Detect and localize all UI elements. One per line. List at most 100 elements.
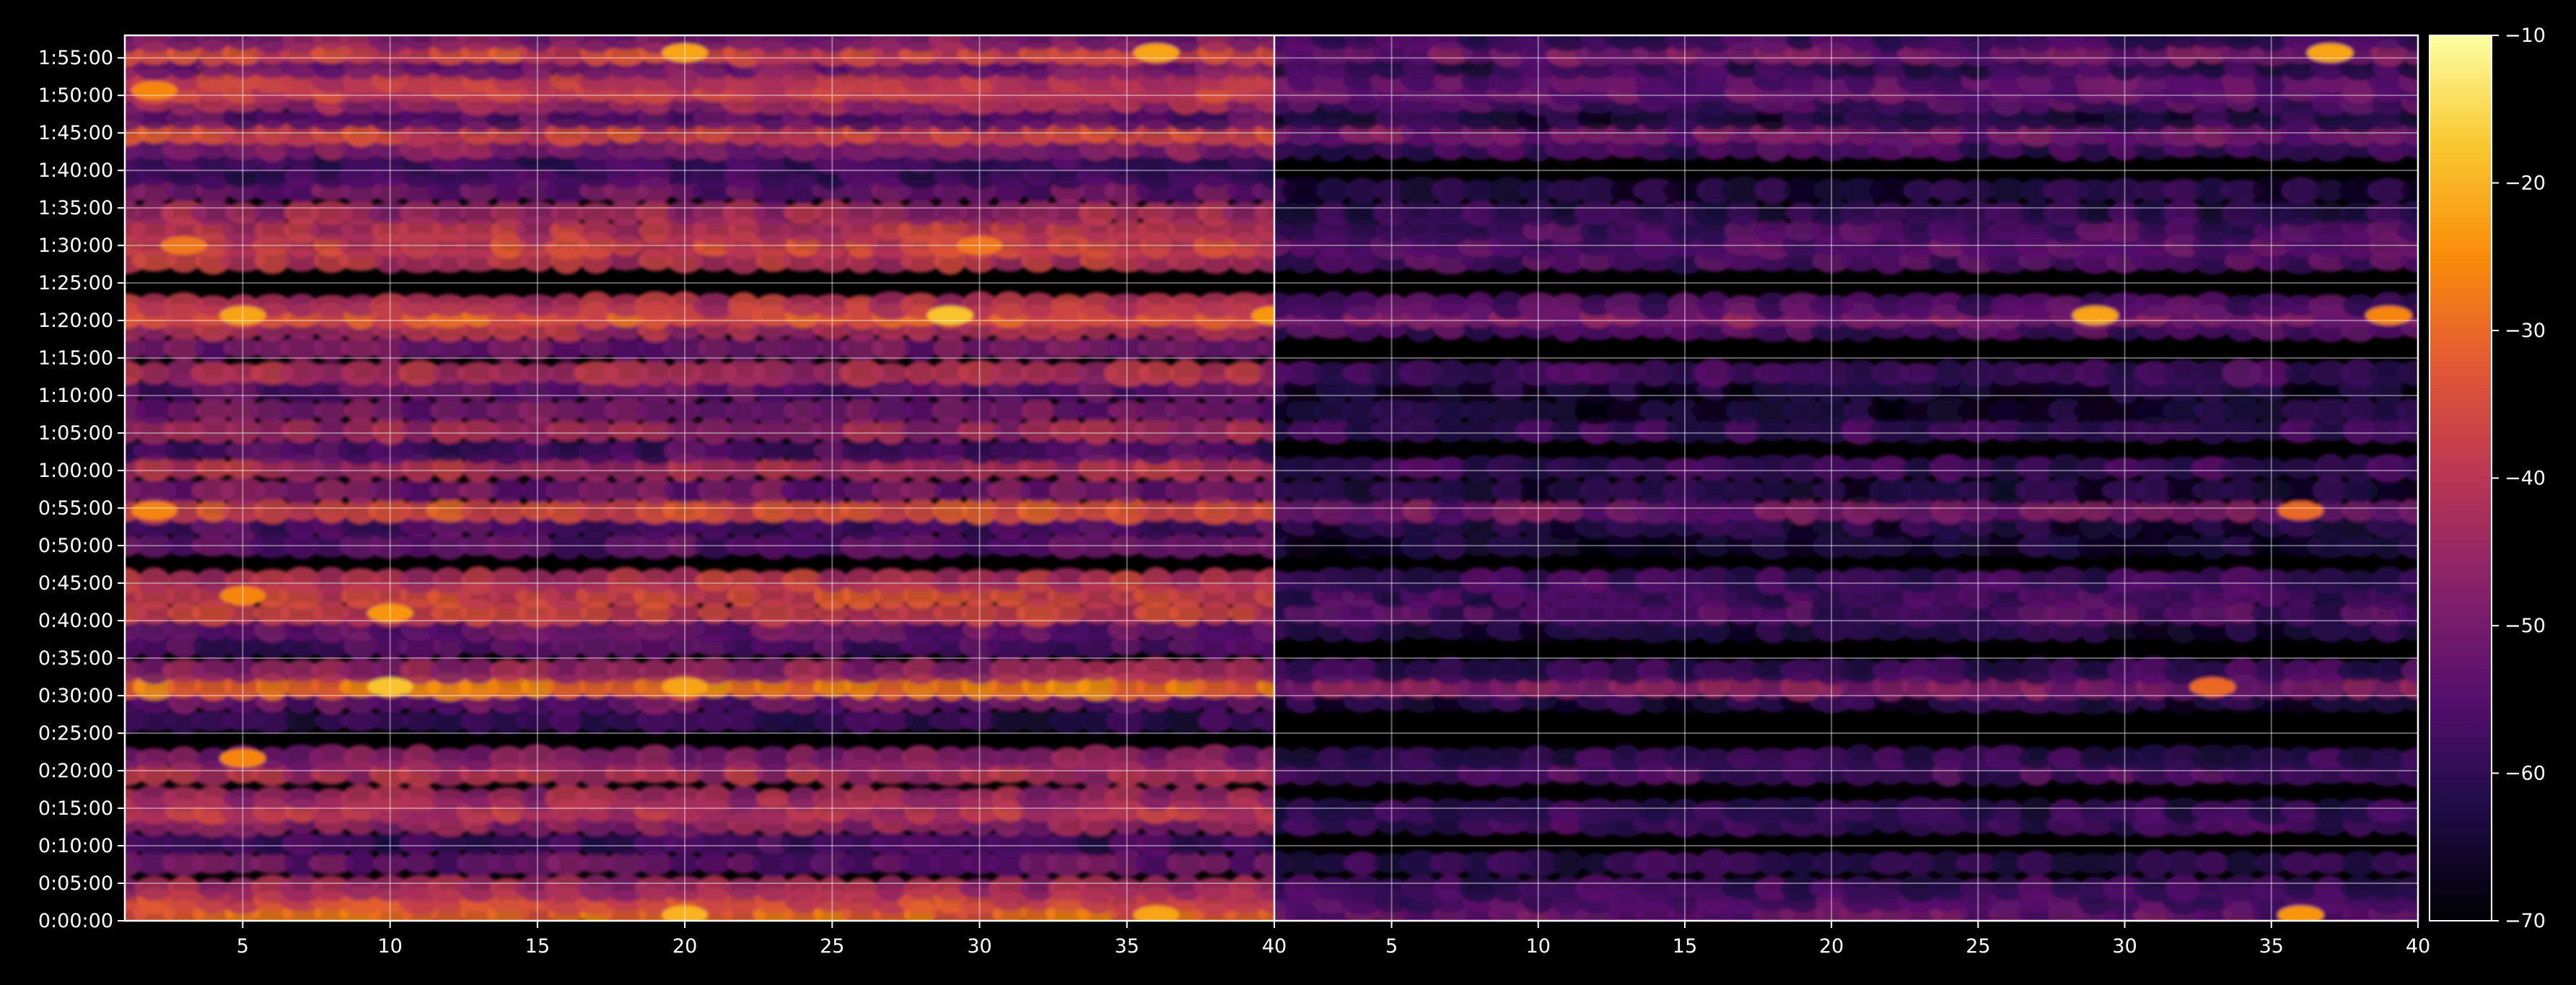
right-cell: [1782, 398, 1823, 424]
left-cell: [986, 849, 1032, 877]
right-cell: [1987, 534, 2028, 557]
right-cell: [2194, 500, 2232, 522]
right-cell: [1518, 499, 1559, 522]
right-cell: [1928, 797, 1969, 824]
left-cell: [1045, 219, 1091, 242]
left-cell: [1107, 335, 1147, 362]
left-cell: [576, 499, 617, 522]
left-cell: [461, 566, 496, 595]
right-cell: [2371, 398, 2406, 423]
left-cell: [255, 746, 289, 771]
right-cell: [1431, 569, 1469, 592]
left-cell: [545, 455, 590, 481]
left-cell: [344, 851, 377, 876]
left-cell: [1138, 360, 1175, 386]
right-cell: [2253, 35, 2290, 52]
left-cell: [431, 219, 467, 242]
colorbar-tick-label: −40: [2505, 468, 2546, 490]
left-cell: [459, 437, 498, 464]
left-cell: [163, 292, 205, 319]
right-cell: [2076, 456, 2115, 480]
left-cell: [431, 603, 468, 624]
right-cell: [1375, 567, 1408, 594]
left-cell: [1016, 35, 1061, 51]
right-cell: [1462, 500, 1497, 522]
left-cell: [284, 675, 320, 699]
right-cell: [1930, 292, 1967, 319]
left-cell: [429, 136, 469, 160]
left-cell: [1106, 219, 1148, 241]
left-cell: [845, 396, 878, 425]
right-hotspot: [2365, 306, 2412, 325]
left-cell: [958, 632, 1001, 660]
right-cell: [1492, 873, 1525, 903]
left-cell: [693, 497, 735, 524]
right-cell: [1459, 419, 1500, 442]
right-cell: [1429, 797, 1471, 824]
right-cell: [1603, 602, 1649, 624]
right-cell: [1519, 179, 1558, 202]
right-cell: [1374, 877, 1409, 899]
right-cell: [2220, 875, 2264, 901]
left-cell: [344, 497, 377, 525]
right-cell: [1957, 499, 1999, 522]
right-cell: [1721, 759, 1766, 787]
right-cell: [1610, 479, 1643, 502]
left-cell: [727, 602, 761, 624]
left-cell: [164, 498, 203, 524]
left-cell: [636, 706, 675, 735]
right-cell: [1429, 618, 1471, 640]
left-cell: [1074, 618, 1121, 641]
left-cell: [190, 200, 236, 226]
right-cell: [2367, 178, 2411, 203]
right-cell: [1926, 602, 1971, 625]
x-tick-label: 15: [525, 935, 550, 958]
right-cell: [1286, 797, 1321, 825]
left-cell: [870, 831, 912, 857]
right-cell: [1287, 747, 1320, 769]
right-cell: [2309, 217, 2351, 244]
right-hotspot: [2277, 906, 2324, 921]
left-cell: [605, 250, 647, 271]
right-cell: [2106, 852, 2143, 875]
left-cell: [485, 531, 531, 561]
left-cell: [369, 875, 411, 902]
right-cell: [1489, 176, 1528, 205]
left-cell: [1136, 747, 1176, 769]
y-tick-label: 0:40:00: [38, 610, 113, 632]
right-cell: [1784, 533, 1821, 558]
right-cell: [1315, 201, 1350, 224]
left-cell: [665, 566, 704, 595]
right-cell: [1896, 567, 1942, 594]
left-cell: [904, 455, 937, 481]
left-cell: [872, 335, 911, 362]
left-cell: [872, 362, 911, 383]
right-cell: [1696, 417, 1732, 445]
left-cell: [1256, 337, 1274, 359]
left-cell: [548, 745, 587, 771]
left-cell: [279, 874, 324, 903]
right-cell: [2105, 218, 2145, 243]
y-tick-label: 0:50:00: [38, 535, 113, 557]
right-cell: [1580, 853, 1613, 874]
left-cell: [638, 659, 673, 682]
y-tick-label: 1:15:00: [38, 347, 113, 369]
right-cell: [2278, 199, 2323, 227]
right-cell: [2106, 746, 2144, 770]
right-cell: [1372, 200, 1411, 227]
right-cell: [1638, 105, 1673, 131]
left-cell: [134, 617, 174, 642]
right-cell: [2106, 567, 2143, 594]
left-cell: [549, 439, 585, 462]
left-cell: [667, 360, 703, 386]
right-cell: [1463, 603, 1497, 623]
left-cell: [195, 440, 232, 461]
right-cell: [1577, 676, 1618, 698]
left-cell: [693, 829, 736, 857]
right-cell: [1372, 675, 1411, 699]
x-tick-label: 20: [1819, 935, 1844, 958]
left-cell: [432, 199, 465, 227]
right-cell: [1867, 398, 1913, 422]
right-cell: [1316, 177, 1350, 204]
right-cell: [1691, 398, 1737, 422]
